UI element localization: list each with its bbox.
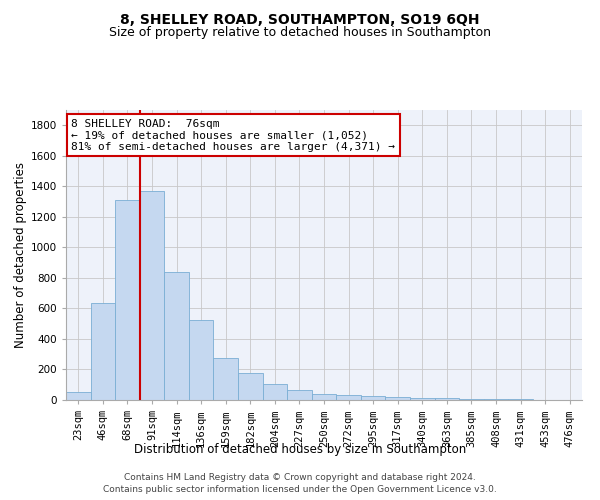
Y-axis label: Number of detached properties: Number of detached properties	[14, 162, 26, 348]
Bar	[484, 399, 508, 400]
Text: Contains HM Land Registry data © Crown copyright and database right 2024.: Contains HM Land Registry data © Crown c…	[124, 472, 476, 482]
Bar	[140, 191, 164, 400]
Text: Distribution of detached houses by size in Southampton: Distribution of detached houses by size …	[134, 442, 466, 456]
Bar	[287, 390, 312, 400]
Text: Size of property relative to detached houses in Southampton: Size of property relative to detached ho…	[109, 26, 491, 39]
Bar	[459, 399, 484, 400]
Bar	[312, 394, 336, 400]
Bar	[238, 374, 263, 400]
Bar	[91, 303, 115, 400]
Bar	[434, 398, 459, 400]
Text: Contains public sector information licensed under the Open Government Licence v3: Contains public sector information licen…	[103, 485, 497, 494]
Text: 8, SHELLEY ROAD, SOUTHAMPTON, SO19 6QH: 8, SHELLEY ROAD, SOUTHAMPTON, SO19 6QH	[120, 12, 480, 26]
Bar	[115, 200, 140, 400]
Bar	[385, 398, 410, 400]
Bar	[164, 272, 189, 400]
Bar	[410, 398, 434, 400]
Bar	[214, 358, 238, 400]
Bar	[66, 392, 91, 400]
Bar	[189, 320, 214, 400]
Bar	[336, 394, 361, 400]
Bar	[263, 384, 287, 400]
Bar	[361, 396, 385, 400]
Text: 8 SHELLEY ROAD:  76sqm
← 19% of detached houses are smaller (1,052)
81% of semi-: 8 SHELLEY ROAD: 76sqm ← 19% of detached …	[71, 118, 395, 152]
